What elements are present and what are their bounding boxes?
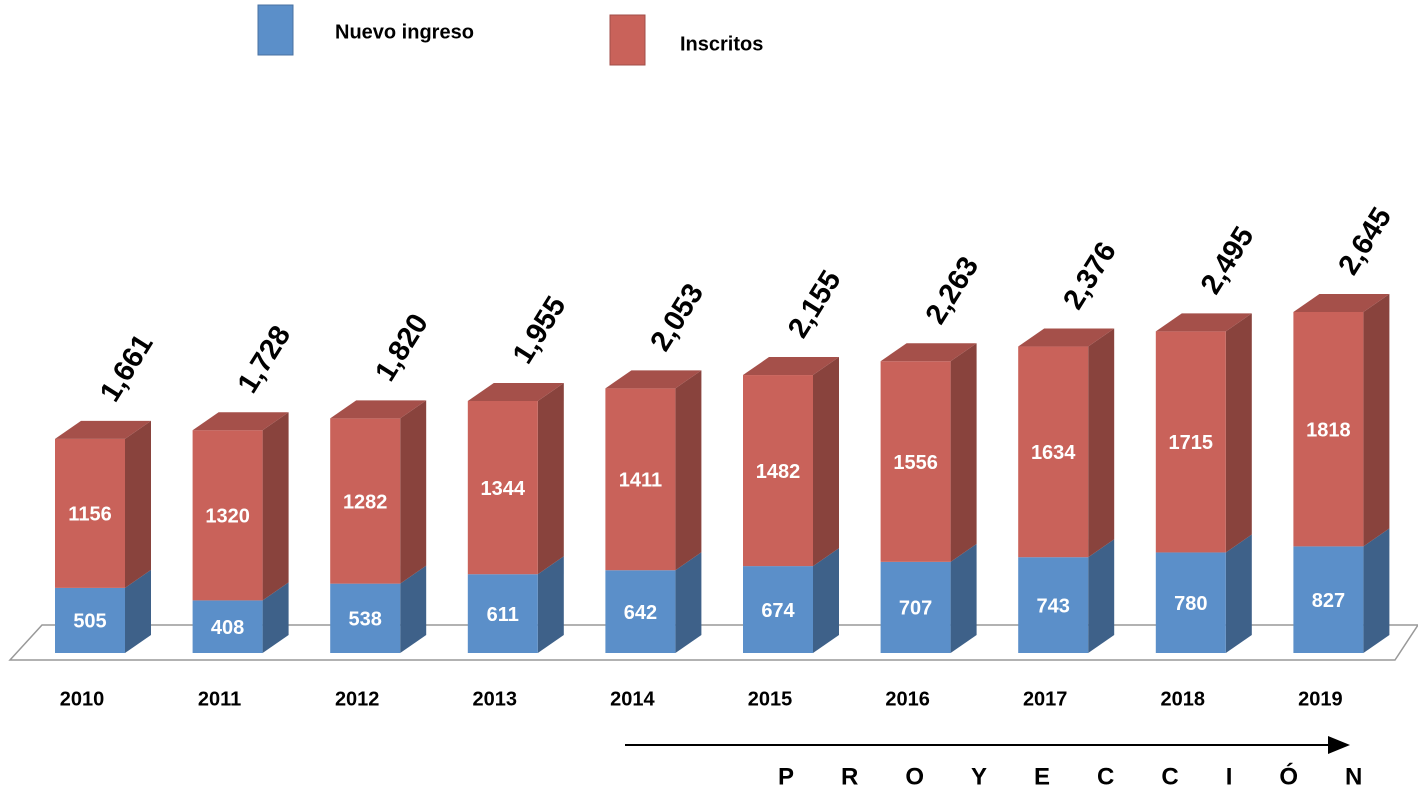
bar-side — [400, 400, 427, 584]
bar-side — [537, 382, 564, 575]
bar-side — [1363, 294, 1390, 547]
bar-side — [262, 582, 289, 653]
data-label: 1715 — [1169, 432, 1214, 454]
data-label: 743 — [1037, 595, 1070, 617]
total-label: 2,263 — [920, 251, 986, 330]
bar-side — [125, 569, 151, 653]
data-label: 780 — [1174, 593, 1207, 615]
bar — [880, 561, 951, 653]
bars: 505 1156 408 1320 538 1282 611 1344 642 1411 674 14… — [55, 294, 1390, 653]
x-tick-label: 2017 — [1023, 688, 1068, 710]
bar-top — [330, 400, 427, 419]
total-label: 2,495 — [1195, 221, 1261, 300]
total-label: 1,728 — [232, 320, 298, 399]
bar-side — [262, 412, 289, 601]
bar-side — [675, 370, 702, 571]
data-label: 642 — [624, 602, 657, 624]
data-label: 1320 — [205, 506, 250, 528]
data-label: 1282 — [343, 491, 388, 513]
total-label: 1,661 — [94, 329, 160, 408]
bar-side — [813, 548, 839, 653]
bar — [605, 388, 676, 571]
bar — [743, 566, 813, 653]
total-label: 2,155 — [782, 265, 848, 344]
bar — [192, 430, 263, 601]
legend-swatch — [609, 14, 646, 66]
bar — [743, 375, 813, 567]
bar-top — [192, 412, 289, 431]
bar — [192, 600, 263, 653]
bar-side — [537, 556, 564, 653]
data-label: 1634 — [1031, 442, 1076, 464]
arrow-head — [1328, 736, 1350, 754]
data-label: 505 — [73, 611, 106, 633]
bar-top — [880, 343, 977, 362]
bar — [55, 438, 125, 588]
bar-side — [675, 552, 702, 653]
bar-side — [1225, 534, 1252, 653]
bar — [880, 361, 951, 562]
bar — [605, 570, 676, 653]
bar-side — [950, 543, 977, 653]
bar — [1155, 552, 1226, 653]
legend-label: Nuevo ingreso — [335, 21, 474, 43]
bar — [1293, 312, 1364, 547]
legend-swatch — [257, 4, 294, 56]
bar-side — [813, 357, 839, 567]
data-label: 611 — [487, 604, 519, 626]
total-label: 2,645 — [1332, 202, 1398, 281]
x-tick-label: 2011 — [198, 688, 241, 710]
bar-top — [467, 382, 564, 401]
x-tick-label: 2010 — [60, 688, 105, 710]
bar — [1018, 557, 1089, 653]
bar-side — [1088, 539, 1115, 653]
legend-label: Inscritos — [680, 33, 763, 55]
bar-top — [1293, 294, 1390, 312]
x-tick-label: 2015 — [748, 688, 793, 710]
data-label: 1482 — [756, 461, 801, 483]
bar-side — [400, 565, 427, 653]
data-label: 408 — [211, 617, 244, 639]
data-label: 1556 — [893, 452, 938, 474]
bar-top — [743, 357, 839, 376]
x-tick-label: 2014 — [610, 688, 655, 710]
data-label: 538 — [349, 609, 382, 631]
bar-side — [1363, 528, 1390, 653]
bar — [1293, 546, 1364, 653]
total-label: 1,955 — [507, 291, 573, 370]
x-tick-label: 2013 — [473, 688, 518, 710]
bar — [1018, 346, 1089, 558]
bar — [330, 418, 401, 584]
bar — [330, 583, 401, 653]
bar-side — [950, 343, 977, 562]
total-label: 1,820 — [369, 308, 435, 387]
total-label: 2,053 — [644, 278, 710, 357]
total-label: 2,376 — [1057, 237, 1123, 316]
bar-top — [55, 420, 151, 439]
data-label: 1411 — [619, 470, 662, 492]
bar-side — [1088, 328, 1115, 558]
data-label: 674 — [761, 600, 795, 622]
bar-side — [1225, 313, 1252, 553]
bar — [1155, 331, 1226, 553]
data-label: 1818 — [1306, 419, 1351, 441]
bar — [55, 587, 125, 653]
bar-side — [125, 420, 151, 588]
x-tick-label: 2019 — [1298, 688, 1343, 710]
data-label: 707 — [899, 598, 932, 620]
data-label: 1156 — [68, 504, 111, 526]
data-label: 1344 — [481, 478, 526, 500]
bar — [467, 574, 538, 653]
bar-top — [605, 370, 702, 389]
bar-top — [1018, 328, 1115, 347]
x-tick-label: 2018 — [1161, 688, 1206, 710]
bar-top — [1155, 313, 1252, 332]
bar — [467, 400, 538, 575]
annotation: PROYECCIÓN — [778, 762, 1409, 789]
x-tick-label: 2016 — [885, 688, 930, 710]
x-tick-label: 2012 — [335, 688, 380, 710]
data-label: 827 — [1312, 590, 1345, 612]
